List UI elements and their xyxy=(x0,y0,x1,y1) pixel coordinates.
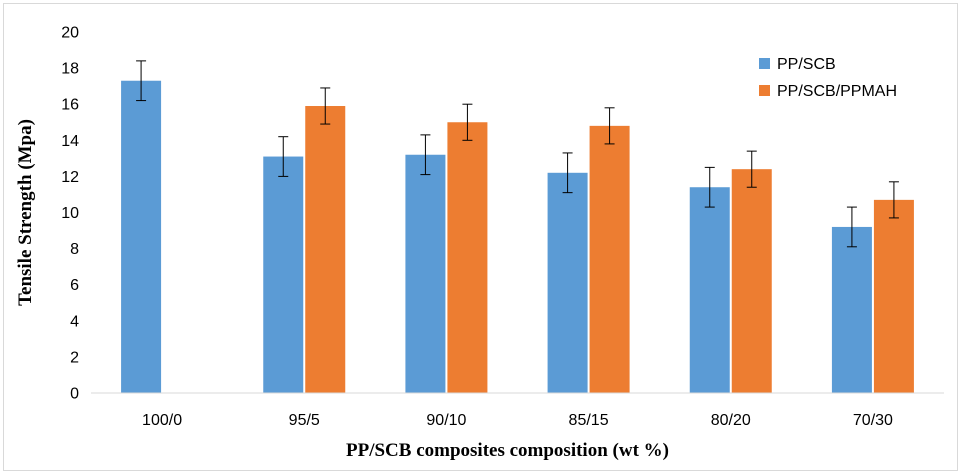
y-tick-label: 12 xyxy=(61,169,79,186)
error-bar-marks xyxy=(136,60,899,248)
x-tick-label: 80/20 xyxy=(711,412,751,429)
y-axis-title: Tensile Strength (Mpa) xyxy=(15,119,36,306)
y-tick-label: 14 xyxy=(61,133,79,150)
y-tick-label: 16 xyxy=(61,97,79,114)
bar-pp-scb-5 xyxy=(831,226,872,393)
y-tick-label: 2 xyxy=(70,349,79,366)
legend-swatch xyxy=(759,85,770,96)
error-bar-pp-scb-ppmah-1 xyxy=(320,87,331,125)
y-tick-label: 6 xyxy=(70,277,79,294)
chart-frame: 0 2 4 6 8 10 12 14 16 18 20 100/0 95/5 90/10 85/15 80/… xyxy=(3,3,958,471)
bar-pp-scb-0 xyxy=(121,80,162,394)
x-tick-label: 70/30 xyxy=(853,412,893,429)
x-axis-ticks: 100/0 95/5 90/10 85/15 80/20 70/30 xyxy=(142,412,893,429)
x-tick-label: 85/15 xyxy=(569,412,609,429)
error-bar-pp-scb-ppmah-3 xyxy=(604,107,615,145)
error-bar-pp-scb-ppmah-4 xyxy=(746,150,757,188)
y-tick-label: 10 xyxy=(61,205,79,222)
bar-pp-scb-ppmah-4 xyxy=(731,169,772,393)
error-bar-pp-scb-5 xyxy=(846,206,857,248)
bar-pp-scb-ppmah-3 xyxy=(589,125,630,394)
bar-pp-scb-2 xyxy=(405,154,446,393)
y-tick-label: 0 xyxy=(70,386,79,403)
bar-pp-scb-ppmah-2 xyxy=(447,122,488,393)
bar-pp-scb-1 xyxy=(263,156,304,393)
y-tick-label: 8 xyxy=(70,241,79,258)
y-tick-label: 4 xyxy=(70,313,79,330)
error-bar-pp-scb-0 xyxy=(136,60,147,102)
tensile-strength-chart: 0 2 4 6 8 10 12 14 16 18 20 100/0 95/5 90/10 85/15 80/… xyxy=(15,25,944,461)
bar-pp-scb-ppmah-1 xyxy=(305,106,346,393)
error-bar-pp-scb-ppmah-2 xyxy=(462,103,473,141)
error-bar-pp-scb-3 xyxy=(562,152,573,194)
legend-label: PP/SCB xyxy=(777,56,836,73)
legend-label: PP/SCB/PPMAH xyxy=(777,83,897,100)
legend: PP/SCB PP/SCB/PPMAH xyxy=(759,56,897,100)
error-bar-pp-scb-ppmah-5 xyxy=(888,181,899,219)
y-tick-label: 20 xyxy=(61,25,79,42)
bar-marks xyxy=(121,80,914,394)
x-tick-label: 100/0 xyxy=(142,412,182,429)
y-tick-label: 18 xyxy=(61,61,79,78)
error-bar-pp-scb-2 xyxy=(420,134,431,176)
x-axis-title: PP/SCB composites composition (wt %) xyxy=(346,440,669,461)
error-bar-pp-scb-4 xyxy=(704,166,715,208)
bar-pp-scb-4 xyxy=(689,187,730,393)
x-tick-label: 90/10 xyxy=(426,412,466,429)
x-tick-label: 95/5 xyxy=(289,412,320,429)
y-axis-ticks: 0 2 4 6 8 10 12 14 16 18 20 xyxy=(61,25,79,403)
bar-pp-scb-3 xyxy=(547,172,588,393)
error-bar-pp-scb-1 xyxy=(278,136,289,177)
bar-pp-scb-ppmah-5 xyxy=(873,199,914,393)
legend-swatch xyxy=(759,58,770,69)
